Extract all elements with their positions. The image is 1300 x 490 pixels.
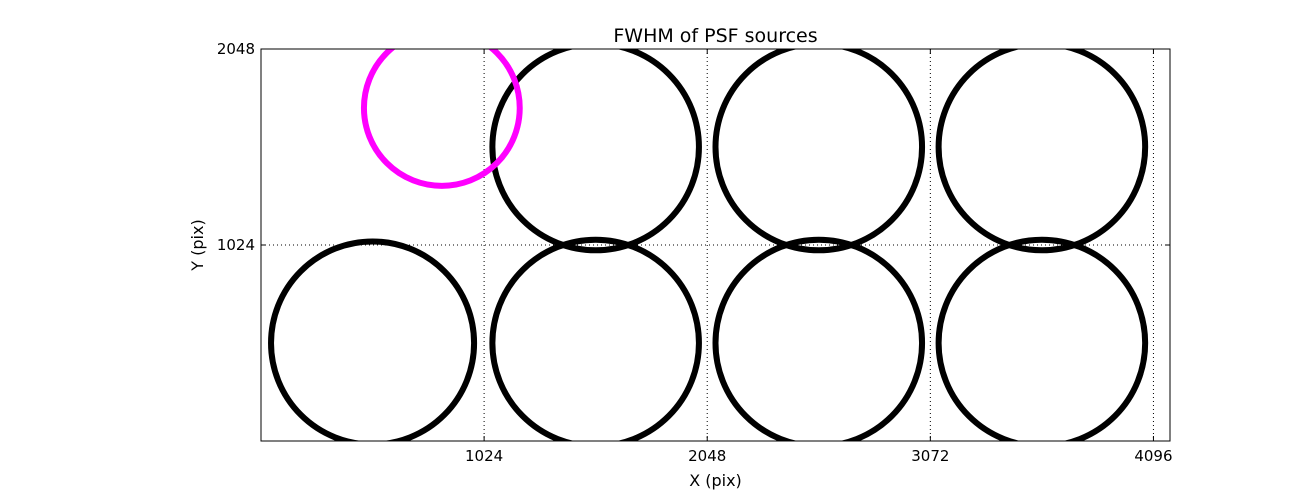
chart-title: FWHM of PSF sources <box>613 25 817 47</box>
fwhm-circle-marker <box>489 236 702 441</box>
y-axis-label: Y (pix) <box>188 219 207 271</box>
fwhm-circle-marker <box>712 236 926 441</box>
y-tick-label: 2048 <box>217 40 255 58</box>
axis-ticks: 1024 2048 3072 4096 1024 2048 <box>217 40 1173 465</box>
fwhm-circle-marker <box>712 49 926 254</box>
fwhm-circle-marker <box>935 236 1149 441</box>
x-tick-label: 2048 <box>688 447 726 465</box>
y-tick-label: 1024 <box>217 236 255 254</box>
fwhm-circle-marker <box>268 238 478 441</box>
grid-lines <box>261 49 1170 441</box>
data-marks <box>268 49 1149 441</box>
x-tick-label: 1024 <box>465 447 503 465</box>
fwhm-circle-marker <box>935 49 1149 254</box>
fwhm-circle-marker <box>489 49 702 254</box>
x-tick-label: 4096 <box>1134 447 1172 465</box>
fwhm-circle-marker <box>360 49 523 189</box>
x-tick-label: 3072 <box>911 447 949 465</box>
x-axis-label: X (pix) <box>689 471 742 490</box>
